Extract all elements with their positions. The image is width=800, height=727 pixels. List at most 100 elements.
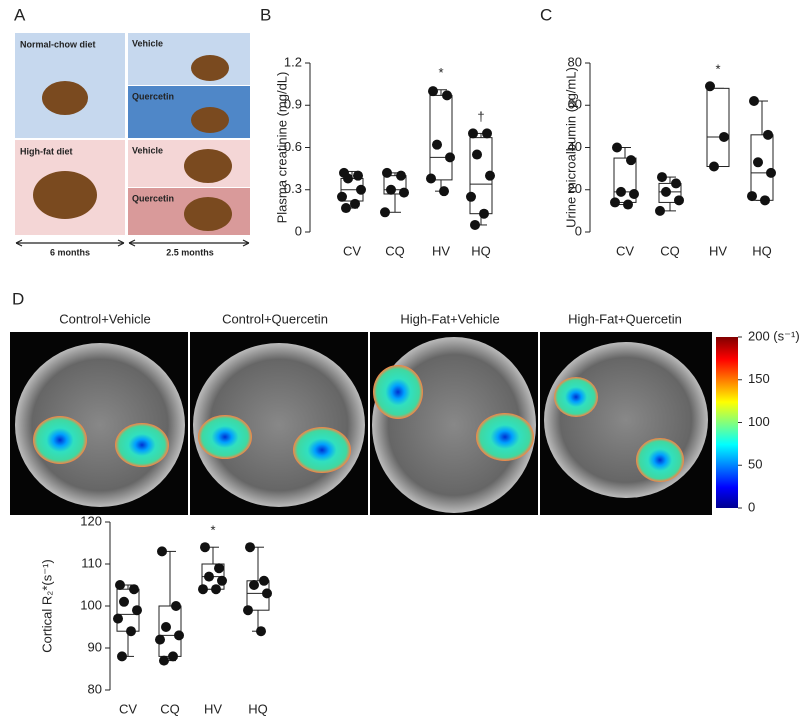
data-point [747,191,757,202]
diagram-label: Quercetin [132,193,174,203]
data-point [753,157,763,168]
x-tick-label: HV [204,701,222,716]
data-point [353,170,363,181]
data-point [610,197,620,208]
data-point [350,198,360,209]
bg [128,33,250,85]
data-point [174,630,184,641]
colorbar [716,337,738,508]
data-point [380,207,390,218]
data-point [657,172,667,183]
box [429,94,453,181]
data-point [382,167,392,178]
data-point [204,571,214,582]
data-point [115,580,125,590]
y-tick-label: 120 [80,513,102,528]
y-tick-label: 80 [88,681,102,696]
annotation: † [477,109,484,124]
diagram-label: Quercetin [132,91,174,101]
data-point [760,195,770,206]
y-tick-label: 0 [295,223,302,238]
colorbar-label: 100 [748,414,770,429]
diagram: Normal-chow diet High-fat diet Vehicle Q… [15,33,250,257]
data-point [432,139,442,150]
y-axis-label: Urine microalbumin (μg/mL) [563,67,578,228]
data-point [214,563,224,574]
data-point [343,173,353,184]
data-point [445,152,455,163]
y-tick-label: 20 [568,181,582,196]
annotation: * [210,523,215,538]
data-point [171,601,181,611]
colorbar-label: 0 [748,499,755,514]
data-point [612,142,622,153]
data-point [428,86,438,97]
data-point [168,651,178,662]
data-point [426,173,436,184]
box [706,87,730,168]
data-point [119,596,129,607]
panel-label: A [14,5,26,24]
data-point [396,170,406,181]
data-point [661,186,671,197]
x-tick-label: HV [709,243,727,258]
panel-label: B [260,5,271,24]
data-point [766,167,776,178]
data-point [126,626,136,637]
data-point [356,184,366,195]
colorbar-label: 150 [748,371,770,386]
y-tick-label: 0.3 [284,181,302,196]
panel-label: D [12,289,24,308]
x-tick-label: CQ [660,243,680,258]
data-point [655,205,665,216]
data-point [155,634,165,645]
data-point [245,542,255,553]
colorbar-label: 50 [748,457,762,472]
data-point [157,546,167,557]
data-point [113,613,123,624]
data-point [198,584,208,595]
data-point [470,219,480,230]
data-point [485,170,495,181]
data-point [482,128,492,139]
colorbar-label: 200 (s⁻¹) [748,328,800,343]
data-point [705,81,715,92]
data-point [472,149,482,160]
x-tick-label: HQ [248,701,268,716]
data-point [763,129,773,140]
x-tick-label: CQ [160,701,180,716]
mouse [33,55,232,231]
y-tick-label: 1.2 [284,54,302,69]
bg [128,86,250,138]
duration: 2.5 months [166,247,214,257]
diagram-label: Vehicle [132,145,163,155]
data-point [629,188,639,199]
y-tick-label: 0.6 [284,139,302,154]
data-point [262,588,272,599]
data-point [719,131,729,142]
data-point [442,90,452,101]
data-point [117,651,127,662]
data-point [217,575,227,586]
mri-title: Control+Quercetin [222,311,328,326]
y-tick-label: 60 [568,97,582,112]
data-point [709,161,719,172]
mri-title: High-Fat+Quercetin [568,311,682,326]
y-tick-label: 90 [88,639,102,654]
data-point [211,584,221,595]
kidney [33,365,684,482]
x-tick-label: HQ [471,243,491,258]
annotation: * [715,62,720,77]
data-point [616,186,626,197]
x-tick-label: CQ [385,243,405,258]
diagram-label: Normal-chow diet [20,39,96,49]
data-point [386,184,396,195]
data-point [749,96,759,107]
mri-images: Control+Vehicle Control+Quercetin High-F… [10,311,738,515]
data-point [259,575,269,586]
panel-label: C [540,5,552,24]
y-axis-label: Plasma creatinine (mg/dL) [274,72,289,224]
data-point [249,580,259,590]
